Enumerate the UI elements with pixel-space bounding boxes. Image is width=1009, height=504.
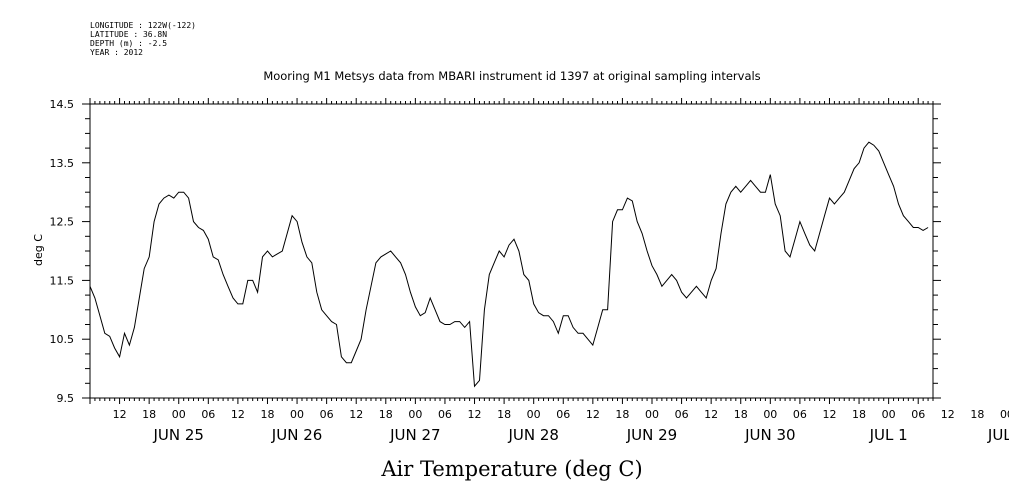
x-hour-label: 00 — [290, 408, 304, 421]
x-hour-label: 12 — [113, 408, 127, 421]
x-hour-label: 12 — [231, 408, 245, 421]
x-hour-label: 06 — [201, 408, 215, 421]
x-hour-label: 00 — [408, 408, 422, 421]
y-tick-labels: 9.5 10.5 11.5 12.5 13.5 14.5 — [50, 98, 75, 405]
depth-label: DEPTH (m) : -2.5 — [90, 39, 168, 48]
x-day-label: JUN 27 — [389, 426, 440, 444]
x-hour-label: 18 — [497, 408, 511, 421]
x-hour-label: 18 — [260, 408, 274, 421]
longitude-label: LONGITUDE : 122W(-122) — [90, 21, 196, 30]
y-tick-label: 9.5 — [57, 392, 75, 405]
y-tick-label: 10.5 — [50, 333, 75, 346]
x-day-label: JUN 29 — [626, 426, 677, 444]
metadata-block: LONGITUDE : 122W(-122) LATITUDE : 36.8N … — [90, 21, 196, 57]
x-hour-label: 00 — [763, 408, 777, 421]
x-hour-label: 12 — [468, 408, 482, 421]
x-hour-label: 06 — [793, 408, 807, 421]
x-day-label: JUN 30 — [744, 426, 795, 444]
x-day-label: JUN 28 — [507, 426, 558, 444]
x-hour-label: 00 — [527, 408, 541, 421]
x-hour-label: 00 — [882, 408, 896, 421]
x-hour-label: 00 — [645, 408, 659, 421]
x-hour-label: 06 — [675, 408, 689, 421]
x-hour-label: 12 — [941, 408, 955, 421]
x-hour-label: 00 — [172, 408, 186, 421]
x-hour-label: 12 — [704, 408, 718, 421]
x-hour-label: 18 — [852, 408, 866, 421]
x-day-label: JUN 26 — [271, 426, 322, 444]
y-tick-label: 11.5 — [50, 274, 75, 287]
latitude-label: LATITUDE : 36.8N — [90, 30, 168, 39]
x-hour-label: 12 — [349, 408, 363, 421]
x-hour-label: 18 — [970, 408, 984, 421]
x-hour-label: 12 — [586, 408, 600, 421]
y-axis-label: deg C — [32, 234, 45, 266]
x-hour-label: 06 — [438, 408, 452, 421]
y-tick-label: 14.5 — [50, 98, 75, 111]
x-hour-label: 00 — [1000, 408, 1009, 421]
x-day-label: JUL 1 — [869, 426, 908, 444]
x-hour-label: 18 — [379, 408, 393, 421]
x-hour-label: 06 — [320, 408, 334, 421]
x-hour-label: 06 — [556, 408, 570, 421]
x-tick-labels: 12 18 00 06 12 18 00 06 12 18 00 06 12 18 00 06 12 18 00 06… — [113, 408, 1009, 444]
chart-title: Mooring M1 Metsys data from MBARI instru… — [263, 69, 760, 83]
plot-frame — [89, 103, 934, 399]
x-day-label: JUN 25 — [152, 426, 203, 444]
x-hour-label: 18 — [734, 408, 748, 421]
x-hour-label: 18 — [142, 408, 156, 421]
axis-ticks — [82, 98, 941, 404]
y-tick-label: 12.5 — [50, 216, 75, 229]
x-hour-label: 06 — [911, 408, 925, 421]
y-tick-label: 13.5 — [50, 157, 75, 170]
x-hour-label: 12 — [822, 408, 836, 421]
x-day-label: JUL 2 — [987, 426, 1009, 444]
x-axis-label: Air Temperature (deg C) — [380, 457, 642, 481]
x-hour-label: 18 — [615, 408, 629, 421]
series-line — [89, 141, 929, 388]
year-label: YEAR : 2012 — [90, 48, 143, 57]
